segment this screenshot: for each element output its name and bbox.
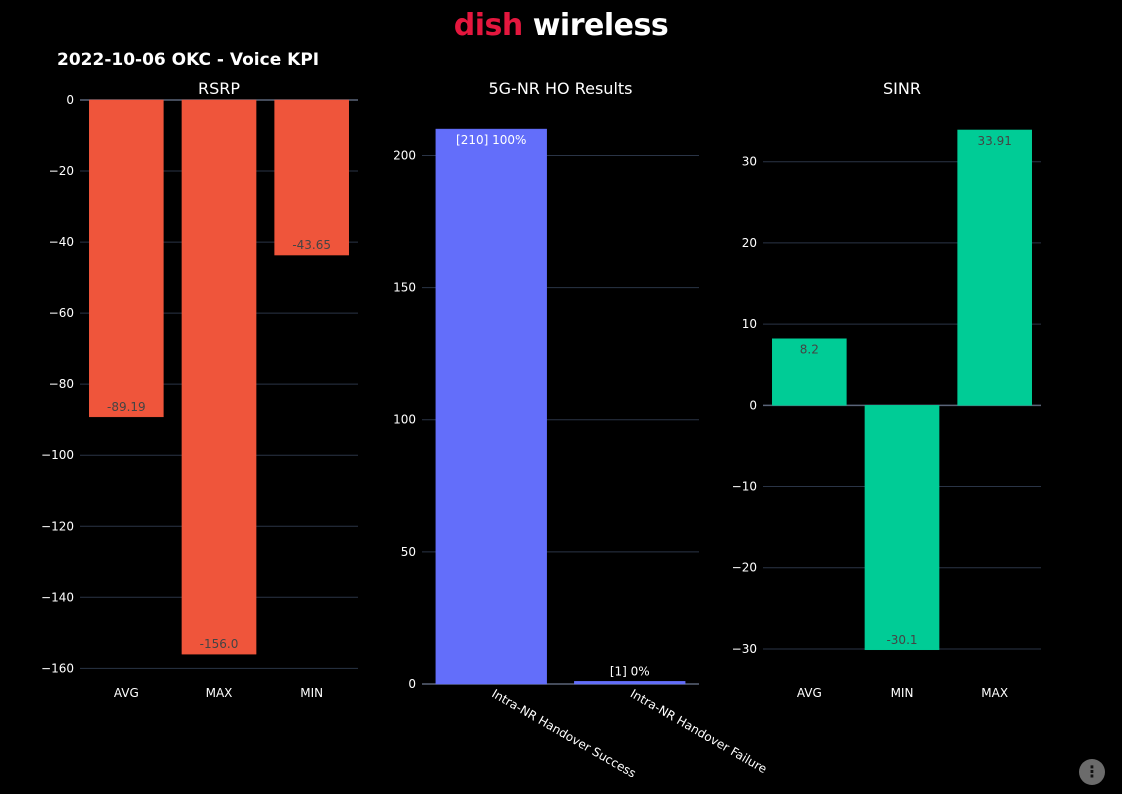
5g-nr-ho-results-bar (435, 128, 547, 685)
rsrp-bar (89, 99, 164, 418)
rsrp-xtick-label: MIN (300, 686, 323, 700)
sinr-data-label: 8.2 (800, 343, 819, 357)
page-title: 2022-10-06 OKC - Voice KPI (57, 50, 320, 70)
sinr-bar (772, 338, 847, 406)
plotly-logo-icon[interactable]: ⋮ (1079, 759, 1105, 785)
5g-nr-ho-results-data-label: [210] 100% (456, 133, 526, 147)
sinr-ytick-label: −30 (732, 642, 757, 656)
sinr-bar (957, 129, 1032, 406)
rsrp-ytick-label: −100 (41, 448, 74, 462)
5g-nr-ho-results-xtick-label: Intra-NR Handover Failure (628, 686, 769, 776)
rsrp-ytick-label: −80 (49, 377, 74, 391)
5g-nr-ho-results-ytick-label: 0 (408, 677, 416, 691)
sinr-data-label: 33.91 (977, 134, 1011, 148)
dish-wireless-logo: dish wireless (0, 8, 1122, 43)
5g-nr-ho-results-bar (574, 681, 686, 685)
5g-nr-ho-results-ytick-label: 200 (393, 148, 416, 162)
rsrp-xtick-label: AVG (114, 686, 139, 700)
rsrp-ytick-label: −160 (41, 661, 74, 675)
sinr-ytick-label: −10 (732, 480, 757, 494)
sinr-ytick-label: 30 (742, 155, 757, 169)
sinr-ytick-label: 0 (749, 398, 757, 412)
rsrp-data-label: -89.19 (107, 400, 146, 414)
5g-nr-ho-results-xtick-label: Intra-NR Handover Success (489, 686, 638, 780)
sinr-ytick-label: −20 (732, 561, 757, 575)
sinr-title: SINR (883, 79, 921, 98)
rsrp-xtick-label: MAX (206, 686, 233, 700)
5g-nr-ho-results-title: 5G-NR HO Results (488, 79, 632, 98)
sinr-bar (864, 405, 940, 651)
rsrp-bar (274, 99, 349, 256)
sinr-data-label: -30.1 (886, 633, 917, 647)
5g-nr-ho-results-ytick-label: 150 (393, 281, 416, 295)
sinr-xtick-label: MAX (981, 686, 1008, 700)
sinr-ytick-label: 20 (742, 236, 757, 250)
rsrp-ytick-label: −140 (41, 590, 74, 604)
rsrp-bar (181, 99, 257, 655)
rsrp-data-label: -156.0 (200, 637, 239, 651)
rsrp-ytick-label: 0 (66, 93, 74, 107)
sinr-xtick-label: MIN (891, 686, 914, 700)
rsrp-title: RSRP (198, 79, 240, 98)
logo-brand: dish (453, 8, 523, 43)
rsrp-ytick-label: −40 (49, 235, 74, 249)
sinr-xtick-label: AVG (797, 686, 822, 700)
5g-nr-ho-results-data-label: [1] 0% (610, 664, 650, 678)
rsrp-ytick-label: −120 (41, 519, 74, 533)
rsrp-ytick-label: −20 (49, 164, 74, 178)
5g-nr-ho-results-ytick-label: 100 (393, 413, 416, 427)
rsrp-ytick-label: −60 (49, 306, 74, 320)
logo-sub: wireless (522, 8, 669, 43)
sinr-ytick-label: 10 (742, 317, 757, 331)
5g-nr-ho-results-ytick-label: 50 (401, 545, 416, 559)
rsrp-data-label: -43.65 (292, 238, 331, 252)
